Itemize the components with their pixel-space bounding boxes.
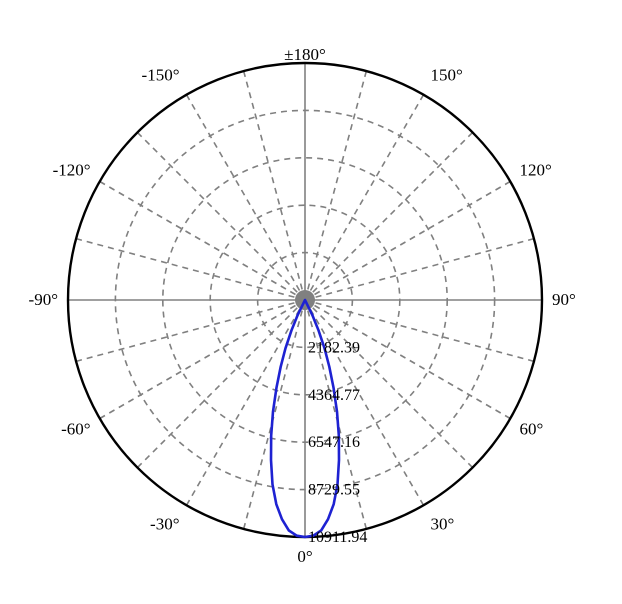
angle-tick-label: 30° xyxy=(431,514,455,533)
angle-tick-label: 120° xyxy=(519,161,551,180)
radial-tick-label: 2182.39 xyxy=(308,339,360,356)
radial-tick-label: 8729.55 xyxy=(308,482,360,499)
angle-tick-label: -60° xyxy=(61,420,90,439)
angle-tick-label: 90° xyxy=(552,290,576,309)
angle-tick-label: -150° xyxy=(142,66,180,85)
angle-tick-label: 60° xyxy=(519,420,543,439)
angle-tick-label: 150° xyxy=(431,66,463,85)
angle-tick-label: -90° xyxy=(29,290,58,309)
angle-tick-label: ±180° xyxy=(284,45,326,64)
radial-tick-label: 4364.77 xyxy=(308,387,360,404)
polar-svg: 2182.39 4364.77 6547.16 8729.55 10911.94 ±180… xyxy=(0,0,622,604)
angle-tick-label: 0° xyxy=(297,547,312,566)
radial-tick-label: 10911.94 xyxy=(308,529,367,546)
angle-tick-label: -30° xyxy=(150,514,179,533)
polar-chart: 2182.39 4364.77 6547.16 8729.55 10911.94 ±180… xyxy=(0,0,622,604)
angle-tick-label: -120° xyxy=(53,161,91,180)
radial-tick-label: 6547.16 xyxy=(308,434,360,451)
